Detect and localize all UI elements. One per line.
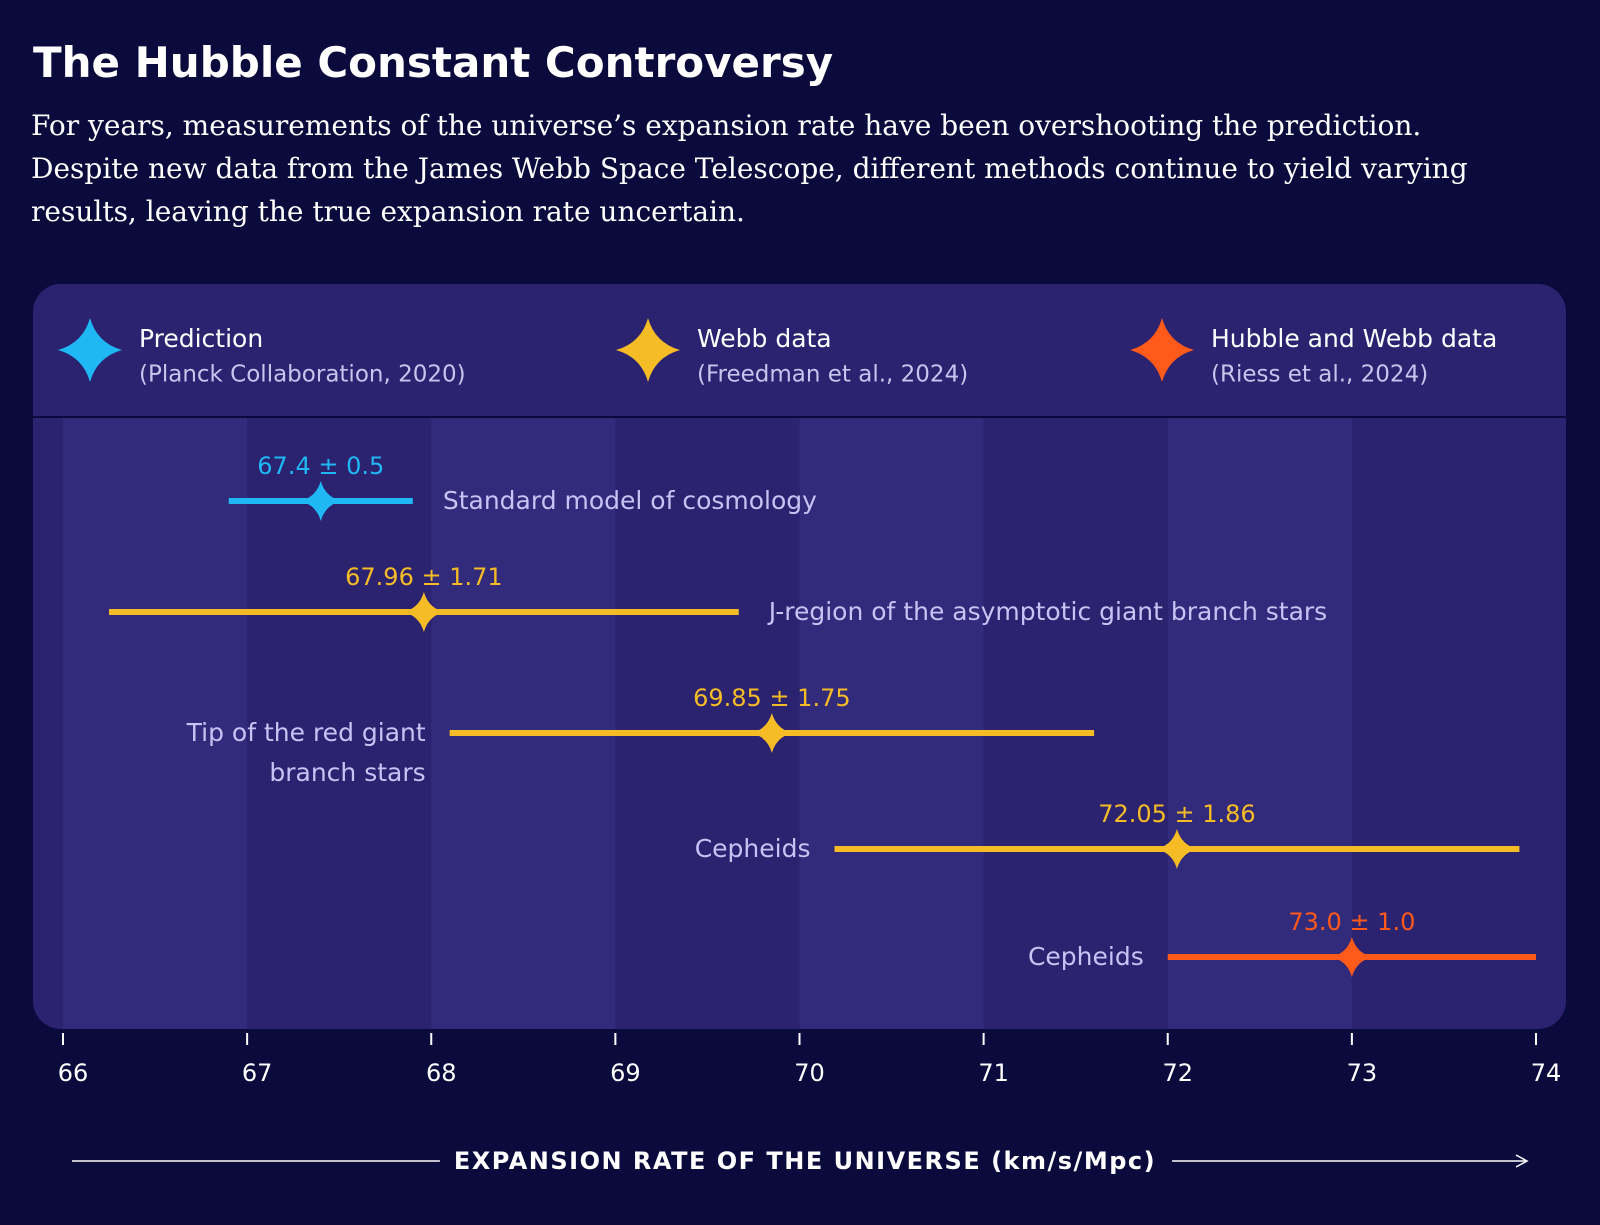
legend-note: (Planck Collaboration, 2020)	[139, 362, 466, 388]
x-tick-label: 68	[426, 1059, 457, 1087]
marker	[1331, 937, 1372, 977]
legend-bg-bottom	[33, 377, 1566, 417]
axis-arrow-head	[1515, 1154, 1529, 1168]
row-label: Standard model of cosmology	[442, 486, 817, 515]
x-tick-label: 69	[610, 1059, 641, 1087]
legend-marker	[616, 318, 680, 382]
row-label: J-region of the asymptotic giant branch …	[768, 597, 1328, 626]
chart-title: The Hubble Constant Controversy	[33, 38, 834, 87]
value-label: 69.85 ± 1.75	[693, 684, 851, 712]
marker	[300, 481, 341, 521]
x-tick-label: 70	[794, 1059, 825, 1087]
chart-subtitle: For years, measurements of the universe’…	[31, 109, 1468, 228]
value-label: 67.96 ± 1.71	[345, 563, 503, 591]
legend-marker	[58, 318, 122, 382]
legend-note: (Riess et al., 2024)	[1211, 362, 1428, 388]
row-label: Cepheids	[1027, 942, 1144, 971]
legend-marker	[1130, 318, 1194, 382]
column-band	[799, 417, 984, 1029]
marker	[1156, 829, 1197, 869]
legend-note: (Freedman et al., 2024)	[697, 362, 968, 388]
column-band	[1167, 417, 1352, 1029]
row-label: Cepheids	[694, 834, 811, 863]
value-label: 72.05 ± 1.86	[1098, 800, 1256, 828]
value-label: 67.4 ± 0.5	[257, 452, 384, 480]
marker	[403, 592, 444, 632]
column-band	[63, 417, 248, 1029]
row-label: Tip of the red giant branch stars	[186, 718, 426, 787]
legend-name: Hubble and Webb data	[1211, 324, 1497, 353]
value-label: 73.0 ± 1.0	[1288, 908, 1415, 936]
x-tick-label: 66	[58, 1059, 89, 1087]
x-axis-label: EXPANSION RATE OF THE UNIVERSE (km/s/Mpc…	[454, 1147, 1156, 1175]
column-band	[431, 417, 616, 1029]
legend-name: Webb data	[697, 324, 832, 353]
legend-name: Prediction	[139, 324, 263, 353]
x-tick-label: 73	[1347, 1059, 1378, 1087]
x-tick-label: 72	[1162, 1059, 1193, 1087]
x-tick-label: 67	[242, 1059, 273, 1087]
x-tick-label: 71	[978, 1059, 1009, 1087]
marker	[751, 713, 792, 753]
x-tick-label: 74	[1531, 1059, 1562, 1087]
